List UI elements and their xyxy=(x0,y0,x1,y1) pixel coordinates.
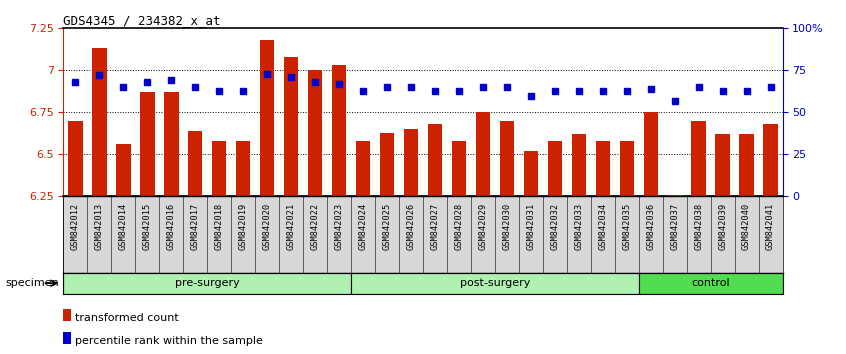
Bar xyxy=(63,309,71,321)
Bar xyxy=(140,92,155,196)
Bar xyxy=(212,141,227,196)
Text: GSM842025: GSM842025 xyxy=(382,202,392,250)
Text: GSM842024: GSM842024 xyxy=(359,202,367,250)
Bar xyxy=(547,141,562,196)
Text: GSM842013: GSM842013 xyxy=(95,202,104,250)
Text: GSM842036: GSM842036 xyxy=(646,202,655,250)
Bar xyxy=(69,121,83,196)
Text: GSM842027: GSM842027 xyxy=(431,202,439,250)
Text: GSM842015: GSM842015 xyxy=(143,202,151,250)
Text: GSM842031: GSM842031 xyxy=(526,202,536,250)
Bar xyxy=(308,70,322,196)
Bar xyxy=(260,40,274,196)
Text: GSM842012: GSM842012 xyxy=(71,202,80,250)
Bar xyxy=(524,151,538,196)
Text: GSM842021: GSM842021 xyxy=(287,202,295,250)
Bar xyxy=(356,141,371,196)
Bar xyxy=(452,141,466,196)
Text: post-surgery: post-surgery xyxy=(459,278,530,288)
Text: GSM842016: GSM842016 xyxy=(167,202,176,250)
Text: GSM842037: GSM842037 xyxy=(670,202,679,250)
Text: GSM842023: GSM842023 xyxy=(335,202,343,250)
Bar xyxy=(644,113,658,196)
Text: GSM842041: GSM842041 xyxy=(766,202,775,250)
Bar xyxy=(284,57,299,196)
Bar xyxy=(428,124,442,196)
Text: GSM842032: GSM842032 xyxy=(551,202,559,250)
Bar xyxy=(380,133,394,196)
Bar xyxy=(188,131,202,196)
Bar xyxy=(164,92,179,196)
Bar xyxy=(92,48,107,196)
Text: control: control xyxy=(691,278,730,288)
Text: GSM842026: GSM842026 xyxy=(407,202,415,250)
Bar xyxy=(475,113,490,196)
Text: GSM842034: GSM842034 xyxy=(598,202,607,250)
Text: transformed count: transformed count xyxy=(75,313,179,323)
Text: GSM842035: GSM842035 xyxy=(623,202,631,250)
Text: GSM842040: GSM842040 xyxy=(742,202,751,250)
Bar xyxy=(639,273,783,294)
Bar xyxy=(716,134,730,196)
Text: percentile rank within the sample: percentile rank within the sample xyxy=(75,336,263,346)
Bar xyxy=(332,65,346,196)
Text: GSM842029: GSM842029 xyxy=(479,202,487,250)
Text: GSM842038: GSM842038 xyxy=(695,202,703,250)
Bar xyxy=(667,195,682,196)
Text: GSM842020: GSM842020 xyxy=(263,202,272,250)
Text: GSM842019: GSM842019 xyxy=(239,202,248,250)
Bar xyxy=(116,144,130,196)
Text: GSM842033: GSM842033 xyxy=(574,202,583,250)
Bar xyxy=(739,134,754,196)
Bar xyxy=(63,332,71,344)
Bar xyxy=(596,141,610,196)
Bar xyxy=(351,273,639,294)
Bar xyxy=(763,124,777,196)
Text: GDS4345 / 234382_x_at: GDS4345 / 234382_x_at xyxy=(63,14,221,27)
Bar xyxy=(236,141,250,196)
Text: GSM842018: GSM842018 xyxy=(215,202,223,250)
Text: GSM842039: GSM842039 xyxy=(718,202,727,250)
Bar xyxy=(572,134,586,196)
Bar xyxy=(500,121,514,196)
Bar xyxy=(619,141,634,196)
Text: GSM842028: GSM842028 xyxy=(454,202,464,250)
Text: specimen: specimen xyxy=(5,278,59,288)
Text: GSM842014: GSM842014 xyxy=(119,202,128,250)
Bar xyxy=(63,273,351,294)
Text: GSM842017: GSM842017 xyxy=(191,202,200,250)
Text: GSM842030: GSM842030 xyxy=(503,202,511,250)
Bar xyxy=(404,129,418,196)
Text: pre-surgery: pre-surgery xyxy=(175,278,239,288)
Text: GSM842022: GSM842022 xyxy=(310,202,320,250)
Bar xyxy=(691,121,706,196)
